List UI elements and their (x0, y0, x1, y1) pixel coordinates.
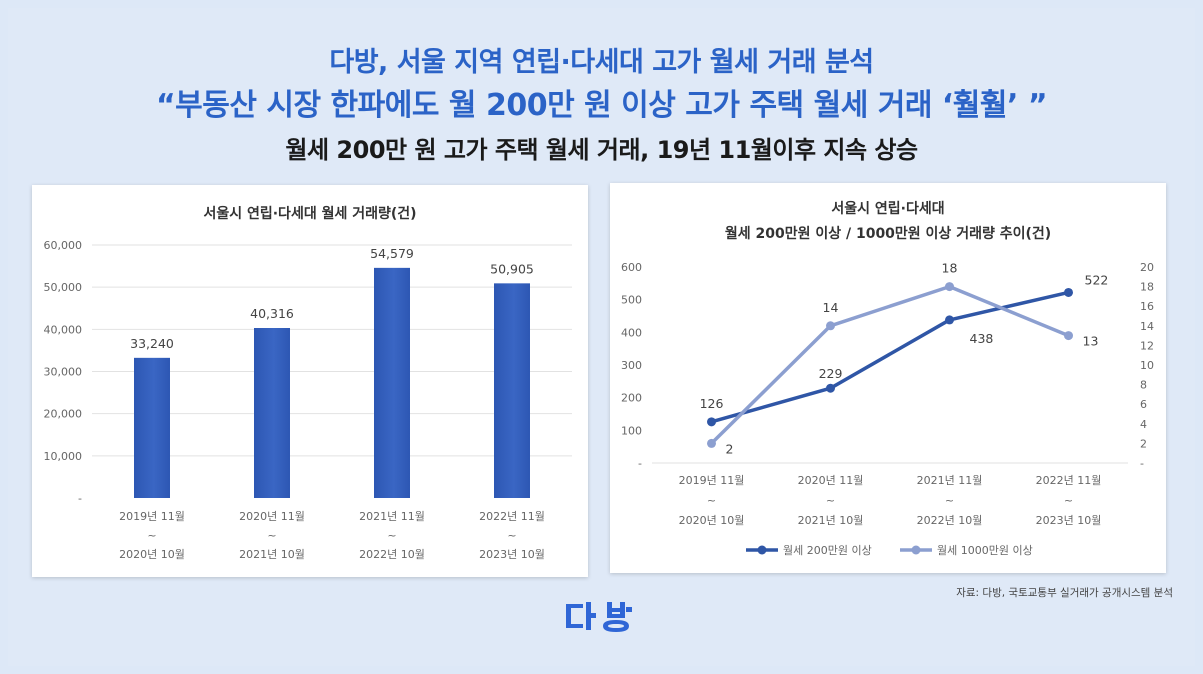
y-left-tick-label: 100 (621, 424, 642, 437)
bar-value-label: 54,579 (370, 246, 414, 261)
bar-chart: 서울시 연립·다세대 월세 거래량(건) - 10,000 20,000 30,000… (44, 205, 572, 561)
x-tick-label: ~ (507, 529, 516, 542)
x-tick-label: 2023년 10월 (479, 548, 545, 561)
x-tick-label: 2019년 11월 (119, 510, 185, 523)
bar (254, 328, 290, 498)
headline-line-1: 다방, 서울 지역 연립·다세대 고가 월세 거래 분석 (329, 47, 874, 78)
x-tick-label: ~ (945, 494, 954, 507)
y-right-tick-label: 12 (1140, 339, 1154, 352)
line-chart-title-line-2: 월세 200만원 이상 / 1000만원 이상 거래량 추이(건) (725, 225, 1051, 242)
data-point (826, 383, 835, 393)
bar-value-label: 40,316 (250, 306, 294, 321)
bar (494, 283, 530, 498)
x-tick-label: 2022년 10월 (359, 548, 425, 561)
data-point (1064, 331, 1073, 341)
bar-value-label: 33,240 (130, 336, 174, 351)
subtitle: 월세 200만 원 고가 주택 월세 거래, 19년 11월이후 지속 상승 (285, 136, 918, 164)
y-right-tick-label: 16 (1140, 300, 1154, 313)
x-tick-label: 2023년 10월 (1036, 514, 1102, 527)
legend-label: 월세 1000만원 이상 (937, 544, 1033, 557)
data-value-label: 13 (1083, 334, 1099, 349)
source-note: 자료: 다방, 국토교통부 실거래가 공개시스템 분석 (956, 587, 1173, 599)
x-tick-label: 2021년 11월 (917, 474, 983, 487)
line-chart: 서울시 연립·다세대 월세 200만원 이상 / 1000만원 이상 거래량 추… (621, 200, 1154, 557)
x-tick-label: 2020년 11월 (239, 510, 305, 523)
y-right-tick-label: 20 (1140, 261, 1154, 274)
y-tick-label: 10,000 (44, 450, 83, 463)
y-right-tick-label: 8 (1140, 379, 1147, 392)
series-line (711, 290, 1069, 424)
y-tick-label: 20,000 (44, 408, 83, 421)
x-tick-label: 2019년 11월 (679, 474, 745, 487)
y-right-tick-label: 10 (1140, 359, 1154, 372)
bar (374, 267, 410, 498)
y-left-tick-label: 600 (621, 261, 642, 274)
x-tick-label: 2020년 10월 (679, 514, 745, 527)
data-point (707, 438, 716, 448)
x-tick-label: ~ (826, 494, 835, 507)
data-value-label: 522 (1085, 272, 1109, 287)
y-right-tick-label: 18 (1140, 281, 1154, 294)
x-tick-label: 2020년 10월 (119, 548, 185, 561)
data-value-label: 18 (942, 261, 958, 276)
x-tick-label: 2022년 11월 (1036, 474, 1102, 487)
data-value-label: 14 (823, 300, 839, 315)
data-value-label: 2 (726, 441, 734, 456)
bar-value-label: 50,905 (490, 261, 534, 276)
x-tick-label: 2021년 10월 (798, 514, 864, 527)
y-left-tick-label: 200 (621, 392, 642, 405)
data-value-label: 438 (970, 331, 994, 346)
bar (134, 357, 170, 498)
y-right-tick-label: 2 (1140, 437, 1147, 450)
legend-swatch-marker (911, 545, 921, 555)
legend-swatch-marker (757, 545, 767, 555)
headline-line-2: “부동산 시장 한파에도 월 200만 원 이상 고가 주택 월세 거래 ‘훨훨… (155, 88, 1048, 123)
data-point (1064, 287, 1073, 297)
y-tick-label: 50,000 (44, 281, 83, 294)
x-tick-label: 2022년 11월 (479, 510, 545, 523)
x-tick-label: 2021년 11월 (359, 510, 425, 523)
x-tick-label: ~ (387, 529, 396, 542)
data-point (707, 417, 716, 427)
y-right-tick-label: 4 (1140, 418, 1147, 431)
x-tick-label: ~ (707, 494, 716, 507)
y-left-tick-label: 300 (621, 359, 642, 372)
y-tick-label: - (78, 492, 82, 505)
y-right-tick-label: - (1140, 457, 1144, 470)
data-point (945, 315, 954, 325)
x-tick-label: 2020년 11월 (798, 474, 864, 487)
legend-label: 월세 200만원 이상 (783, 544, 872, 557)
y-right-tick-label: 6 (1140, 398, 1147, 411)
line-chart-panel: 서울시 연립·다세대 월세 200만원 이상 / 1000만원 이상 거래량 추… (610, 183, 1166, 573)
data-point (945, 282, 954, 292)
data-point (826, 321, 835, 331)
x-tick-label: ~ (267, 529, 276, 542)
dabang-logo (566, 602, 632, 632)
x-tick-label: 2021년 10월 (239, 548, 305, 561)
x-tick-label: ~ (1064, 494, 1073, 507)
x-tick-label: 2022년 10월 (917, 514, 983, 527)
y-tick-label: 30,000 (44, 366, 83, 379)
line-chart-title-line-1: 서울시 연립·다세대 (831, 200, 944, 217)
data-value-label: 229 (819, 366, 843, 381)
data-value-label: 126 (700, 396, 724, 411)
bar-chart-title: 서울시 연립·다세대 월세 거래량(건) (203, 205, 416, 222)
y-left-tick-label: - (638, 457, 642, 470)
y-right-tick-label: 14 (1140, 320, 1154, 333)
y-tick-label: 60,000 (44, 239, 83, 252)
y-left-tick-label: 400 (621, 326, 642, 339)
y-left-tick-label: 500 (621, 294, 642, 307)
series-line (710, 284, 1070, 445)
y-tick-label: 40,000 (44, 323, 83, 336)
x-tick-label: ~ (147, 529, 156, 542)
bar-chart-panel: 서울시 연립·다세대 월세 거래량(건) - 10,000 20,000 30,000… (32, 185, 588, 577)
